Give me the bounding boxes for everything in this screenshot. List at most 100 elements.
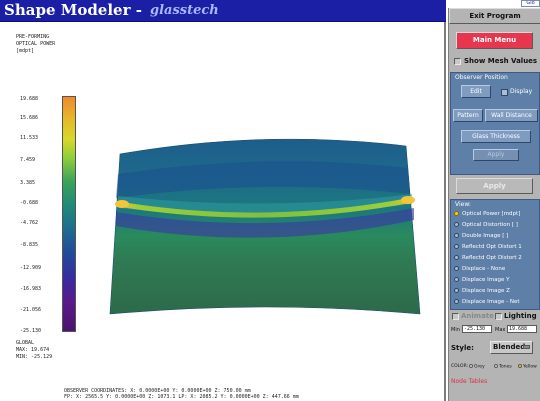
observer-position-title: Observer Position — [455, 74, 508, 81]
radio-icon — [494, 364, 498, 368]
edit-observer-button[interactable]: Edit — [461, 85, 491, 98]
control-panel: Exit Program Main Menu Show Mesh Values … — [448, 8, 540, 401]
view-option-label: Double Image [ ] — [462, 233, 509, 239]
view-option-label: Displace - None — [462, 266, 506, 272]
glass-thickness-button[interactable]: Glass Thickness — [461, 130, 531, 143]
scale-tick: 19.688 — [20, 96, 39, 102]
radio-icon — [454, 266, 459, 271]
exit-program-button[interactable]: Exit Program — [449, 8, 540, 24]
corner-tag: Glo — [521, 0, 540, 7]
global-min: MIN: -25.129 — [16, 354, 53, 360]
apply-button[interactable]: Apply — [456, 178, 533, 194]
scale-tick: 15.686 — [20, 115, 39, 121]
radio-selected-icon — [454, 211, 459, 216]
style-label: Style: — [451, 344, 474, 352]
view-option-reflected-distort-2[interactable]: Reflectd Opt Distort 2 — [454, 255, 522, 261]
radio-icon — [454, 255, 459, 260]
view-option-displace-image-net[interactable]: Displace Image - Net — [454, 299, 520, 305]
observer-coordinates: OBSERVER COORDINATES: X: 0.0000E+00 Y: 0… — [64, 388, 299, 400]
view-option-displace-image-z[interactable]: Displace Image Z — [454, 288, 510, 294]
view-option-displace-image-y[interactable]: Displace Image Y — [454, 277, 510, 283]
color-option-tones[interactable]: Tones — [494, 364, 512, 370]
view-option-label: Optical Power [mdpt] — [462, 211, 521, 217]
color-option-grey[interactable]: Grey — [469, 364, 485, 370]
app-title: Shape Modeler - — [4, 1, 142, 19]
scale-tick: -0.688 — [20, 200, 39, 206]
color-option-yellow[interactable]: Yellow — [518, 364, 537, 370]
view-option-optical-distortion[interactable]: Optical Distortion [ ] — [454, 222, 518, 228]
plot-label-line: OPTICAL POWER — [16, 41, 56, 47]
glass-surface-model[interactable] — [100, 124, 430, 322]
view-option-label: Displace Image - Net — [462, 299, 520, 305]
max-value-field[interactable]: 19.688 — [507, 325, 537, 333]
title-bar: Shape Modeler - glasstech — [0, 0, 446, 22]
view-mode-group: View: Optical Power [mdpt] Optical Disto… — [450, 199, 540, 310]
view-option-label: Reflectd Opt Distort 1 — [462, 244, 522, 250]
observer-coordinates-line: OBSERVER COORDINATES: X: 0.0000E+00 Y: 0… — [64, 388, 251, 394]
global-stats: GLOBAL MAX: 19.674 MIN: -25.129 — [16, 340, 52, 361]
wall-distance-button[interactable]: Wall Distance — [485, 109, 538, 122]
main-menu-button[interactable]: Main Menu — [456, 32, 533, 49]
color-option-label: Yellow — [523, 364, 537, 370]
animate-checkbox[interactable] — [452, 313, 459, 320]
style-select-value: Blended — [493, 343, 526, 351]
scale-tick: -25.130 — [20, 328, 42, 334]
plot-label-line: [mdpt] — [16, 48, 35, 54]
left-hot-spot — [115, 200, 129, 208]
radio-icon — [454, 244, 459, 249]
focal-points-line: FP: X: 2565.5 Y: 0.0000E+00 Z: 1073.1 LP… — [64, 394, 299, 400]
show-mesh-values-label: Show Mesh Values — [464, 57, 538, 65]
lighting-checkbox[interactable] — [495, 313, 502, 320]
display-observer-label: Display — [510, 88, 533, 95]
view-option-label: Displace Image Y — [462, 277, 510, 283]
min-value-field[interactable]: -25.130 — [462, 325, 492, 333]
color-option-label: Tones — [499, 364, 512, 370]
color-mode-row: COLOR: — [451, 364, 468, 369]
plot-label-line: PRE-FORMING — [16, 34, 50, 40]
chevron-down-icon — [523, 345, 530, 349]
view-option-optical-power[interactable]: Optical Power [mdpt] — [454, 211, 520, 217]
view-option-reflected-distort-1[interactable]: Reflectd Opt Distort 1 — [454, 244, 522, 250]
display-observer-checkbox[interactable] — [501, 89, 508, 96]
animate-label: Animate — [461, 312, 494, 320]
view-title: View: — [455, 201, 471, 208]
min-label: Min — [451, 327, 460, 333]
view-option-label: Optical Distortion [ ] — [462, 222, 518, 228]
scale-tick: -8.835 — [20, 242, 39, 248]
radio-icon — [454, 222, 459, 227]
model-viewport[interactable]: PRE-FORMING OPTICAL POWER [mdpt] 19.688 … — [0, 22, 446, 401]
upper-blue-band — [116, 161, 410, 198]
scale-tick: 11.533 — [20, 135, 39, 141]
color-scale-bar — [62, 96, 76, 332]
radio-icon — [454, 233, 459, 238]
view-option-label: Displace Image Z — [462, 288, 510, 294]
global-max: MAX: 19.674 — [16, 347, 50, 353]
scale-tick: 3.385 — [20, 180, 36, 186]
view-option-displace-none[interactable]: Displace - None — [454, 266, 505, 272]
lower-purple-band — [116, 208, 414, 238]
glasstech-logo: glasstech — [150, 3, 219, 18]
scale-tick: 7.459 — [20, 157, 36, 163]
view-option-double-image[interactable]: Double Image [ ] — [454, 233, 508, 239]
right-hot-spot — [401, 196, 415, 204]
scale-tick: -16.983 — [20, 286, 42, 292]
show-mesh-values-checkbox[interactable] — [454, 58, 461, 65]
view-option-label: Reflectd Opt Distort 2 — [462, 255, 522, 261]
radio-icon — [454, 288, 459, 293]
scale-tick: -4.762 — [20, 220, 39, 226]
scale-tick: -21.056 — [20, 307, 42, 313]
lighting-label: Lighting — [504, 312, 537, 320]
observer-position-group: Observer Position Edit Display Pattern W… — [450, 72, 540, 175]
radio-icon — [454, 277, 459, 282]
color-mode-label: COLOR: — [451, 364, 469, 369]
observer-apply-button[interactable]: Apply — [473, 149, 519, 161]
global-label: GLOBAL — [16, 340, 35, 346]
color-option-label: Grey — [474, 364, 485, 370]
radio-selected-icon — [518, 364, 522, 368]
plot-label: PRE-FORMING OPTICAL POWER [mdpt] — [16, 34, 55, 55]
pattern-button[interactable]: Pattern — [453, 109, 483, 122]
style-select[interactable]: Blended — [490, 341, 533, 354]
node-tables-link[interactable]: Node Tables — [451, 378, 488, 385]
radio-icon — [469, 364, 473, 368]
max-label: Max — [495, 327, 506, 333]
